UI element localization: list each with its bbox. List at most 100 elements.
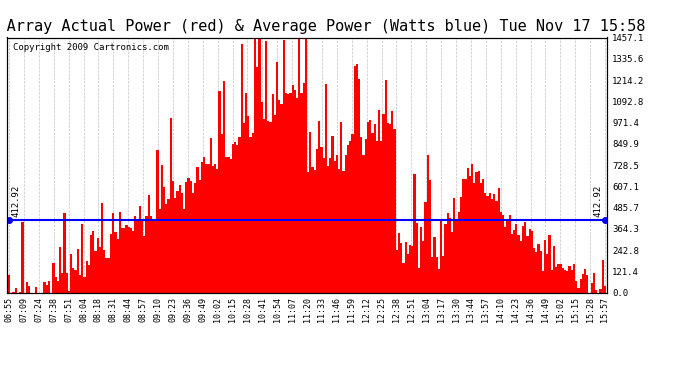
Bar: [8, 275, 10, 292]
Bar: [364, 139, 367, 292]
Bar: [92, 231, 95, 292]
Bar: [192, 193, 194, 292]
Bar: [353, 66, 356, 292]
Bar: [254, 38, 256, 292]
Bar: [61, 273, 63, 292]
Bar: [238, 137, 241, 292]
Bar: [168, 199, 170, 292]
Bar: [263, 118, 265, 292]
Bar: [90, 236, 92, 292]
Bar: [177, 191, 179, 292]
Bar: [433, 237, 435, 292]
Bar: [331, 136, 334, 292]
Bar: [595, 290, 598, 292]
Bar: [307, 172, 309, 292]
Bar: [573, 264, 575, 292]
Bar: [130, 228, 132, 292]
Bar: [549, 235, 551, 292]
Bar: [475, 172, 477, 292]
Bar: [347, 145, 349, 292]
Bar: [334, 161, 336, 292]
Bar: [154, 221, 157, 292]
Bar: [199, 180, 201, 292]
Bar: [159, 209, 161, 292]
Bar: [591, 283, 593, 292]
Bar: [86, 261, 88, 292]
Bar: [190, 181, 192, 292]
Bar: [571, 270, 573, 292]
Bar: [520, 240, 522, 292]
Bar: [327, 165, 329, 292]
Bar: [529, 229, 531, 292]
Bar: [351, 135, 353, 292]
Bar: [356, 64, 358, 292]
Bar: [146, 216, 148, 292]
Bar: [542, 271, 544, 292]
Bar: [83, 277, 86, 292]
Bar: [250, 137, 252, 292]
Bar: [362, 155, 364, 292]
Bar: [349, 141, 351, 292]
Bar: [582, 274, 584, 292]
Bar: [314, 170, 316, 292]
Bar: [437, 268, 440, 292]
Bar: [106, 258, 108, 292]
Bar: [296, 98, 298, 292]
Bar: [309, 132, 311, 292]
Bar: [252, 134, 254, 292]
Bar: [320, 147, 322, 292]
Bar: [104, 250, 106, 292]
Bar: [448, 218, 451, 292]
Bar: [373, 124, 376, 292]
Bar: [95, 251, 97, 292]
Bar: [287, 94, 289, 292]
Bar: [52, 263, 55, 292]
Bar: [493, 194, 495, 292]
Bar: [77, 249, 79, 292]
Bar: [132, 231, 135, 292]
Bar: [440, 220, 442, 292]
Bar: [420, 227, 422, 292]
Bar: [376, 141, 378, 292]
Bar: [513, 230, 515, 292]
Bar: [575, 280, 578, 292]
Bar: [283, 40, 285, 292]
Bar: [558, 264, 560, 292]
Bar: [466, 168, 469, 292]
Bar: [345, 154, 347, 292]
Bar: [533, 249, 535, 292]
Bar: [234, 142, 236, 292]
Bar: [285, 93, 287, 292]
Bar: [300, 93, 303, 292]
Bar: [398, 233, 400, 292]
Bar: [551, 270, 553, 292]
Bar: [586, 275, 589, 292]
Bar: [55, 277, 57, 292]
Text: 412.92: 412.92: [11, 184, 20, 217]
Bar: [276, 62, 278, 292]
Bar: [119, 212, 121, 292]
Bar: [21, 222, 23, 292]
Bar: [210, 138, 212, 292]
Bar: [538, 244, 540, 292]
Bar: [325, 84, 327, 292]
Bar: [413, 174, 415, 292]
Bar: [497, 188, 500, 292]
Bar: [141, 221, 143, 292]
Bar: [183, 209, 185, 292]
Bar: [68, 291, 70, 292]
Bar: [108, 258, 110, 292]
Bar: [531, 231, 533, 292]
Bar: [369, 120, 371, 292]
Bar: [294, 90, 296, 292]
Text: Copyright 2009 Cartronics.com: Copyright 2009 Cartronics.com: [13, 43, 169, 52]
Bar: [221, 134, 223, 292]
Bar: [137, 221, 139, 292]
Bar: [161, 165, 163, 292]
Bar: [305, 38, 307, 292]
Bar: [172, 182, 174, 292]
Bar: [59, 246, 61, 292]
Bar: [148, 195, 150, 292]
Bar: [384, 80, 387, 292]
Bar: [124, 228, 126, 292]
